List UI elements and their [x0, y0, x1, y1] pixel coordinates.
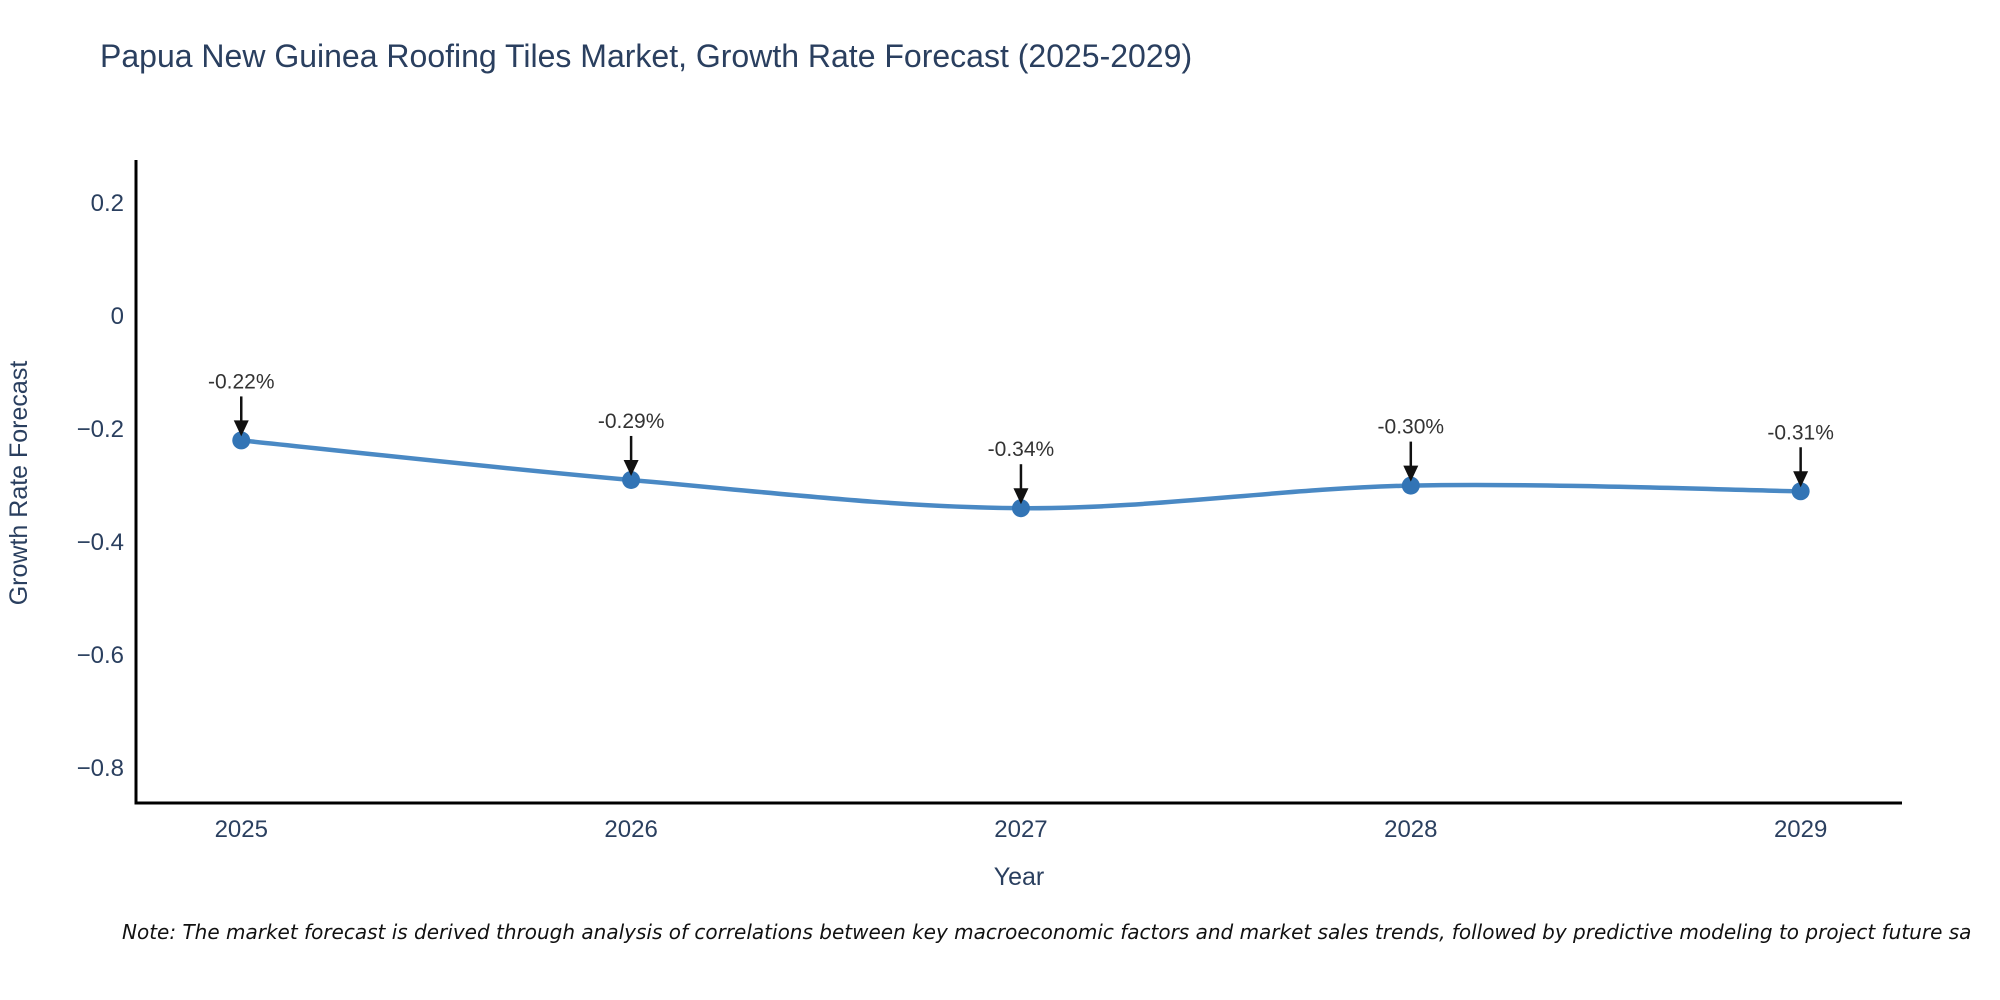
annotation-arrowhead-icon	[1013, 488, 1029, 505]
data-point-marker	[1791, 482, 1810, 501]
data-point-annotation: -0.30%	[1378, 416, 1445, 439]
data-point-annotation: -0.29%	[598, 410, 665, 433]
footnote: Note: The market forecast is derived thr…	[122, 920, 1972, 944]
x-tick-label: 2025	[215, 816, 268, 843]
annotation-arrowhead-icon	[1793, 471, 1809, 488]
y-axis-title: Growth Rate Forecast	[5, 361, 33, 606]
annotation-arrowhead-icon	[233, 420, 249, 437]
annotation-arrowhead-icon	[1403, 465, 1419, 482]
annotation-arrowhead-icon	[623, 459, 639, 476]
data-point-marker	[622, 470, 641, 489]
x-axis-title: Year	[994, 863, 1045, 891]
x-tick-label: 2029	[1774, 816, 1827, 843]
x-tick-label: 2028	[1384, 816, 1437, 843]
y-axis-tick-labels: 0.2 0 −0.2 −0.4 −0.6 −0.8	[77, 190, 124, 782]
y-tick-label: −0.6	[77, 642, 124, 669]
data-point-annotation: -0.31%	[1767, 421, 1834, 444]
y-tick-label: 0.2	[91, 190, 124, 217]
y-tick-label: −0.2	[77, 416, 124, 443]
data-point-markers	[232, 431, 1810, 518]
data-point-annotation: -0.22%	[208, 370, 275, 393]
chart-title: Papua New Guinea Roofing Tiles Market, G…	[100, 38, 1193, 74]
x-axis-tick-labels: 2025 2026 2027 2028 2029	[215, 816, 1828, 843]
data-point-annotation: -0.34%	[988, 438, 1055, 461]
x-tick-label: 2027	[994, 816, 1047, 843]
x-tick-label: 2026	[604, 816, 657, 843]
y-tick-label: −0.4	[77, 529, 124, 556]
data-point-marker	[232, 431, 251, 450]
y-tick-label: 0	[111, 303, 124, 330]
y-tick-label: −0.8	[77, 755, 124, 782]
data-point-annotations: -0.22% -0.29% -0.34% -0.30% -0.31%	[208, 370, 1834, 505]
data-point-marker	[1401, 476, 1420, 495]
data-point-marker	[1011, 499, 1030, 518]
